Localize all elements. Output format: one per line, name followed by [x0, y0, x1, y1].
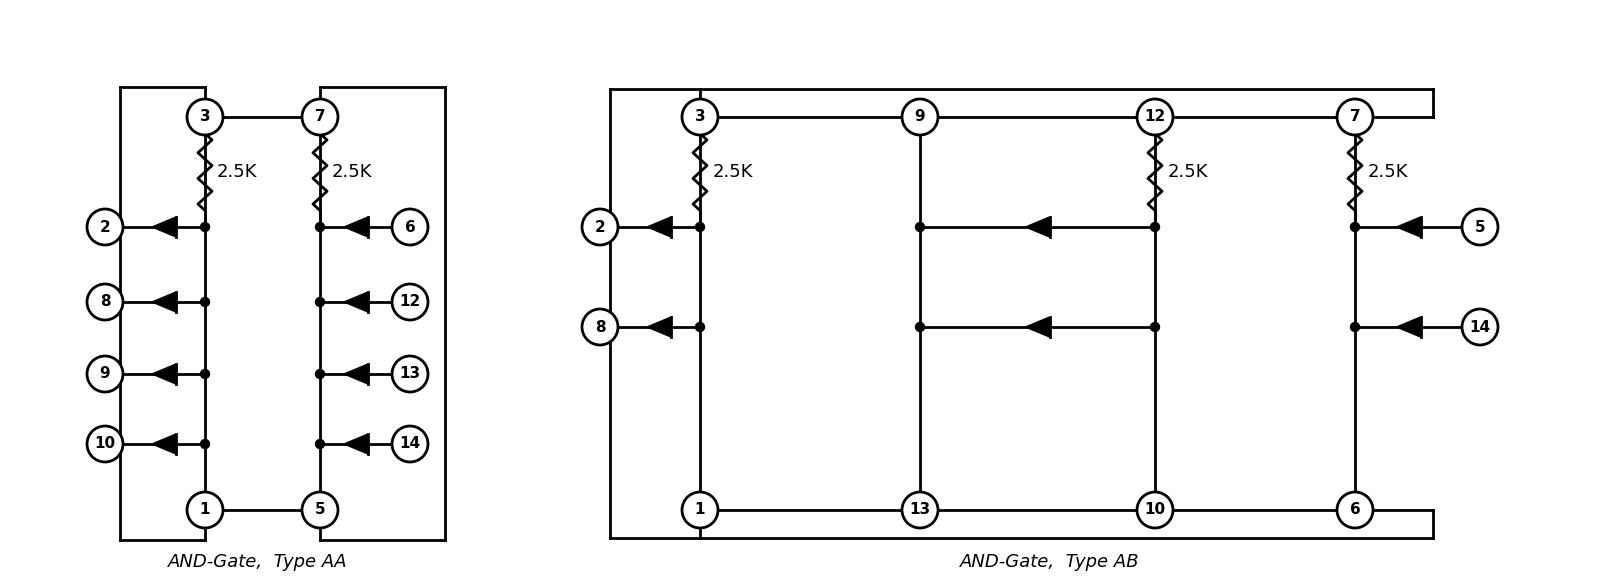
Text: 6: 6	[405, 219, 416, 235]
Text: 2.5K: 2.5K	[218, 163, 258, 181]
Text: 2.5K: 2.5K	[333, 163, 373, 181]
Polygon shape	[646, 317, 670, 337]
Text: 2.5K: 2.5K	[714, 163, 754, 181]
Circle shape	[86, 209, 123, 245]
Circle shape	[1462, 309, 1498, 345]
Circle shape	[86, 284, 123, 320]
Circle shape	[200, 297, 210, 307]
Text: 2.5K: 2.5K	[1368, 163, 1408, 181]
Circle shape	[200, 370, 210, 378]
Text: 6: 6	[1350, 502, 1360, 517]
Circle shape	[1150, 222, 1160, 232]
Text: 2: 2	[595, 219, 605, 235]
Text: 9: 9	[915, 109, 925, 125]
Circle shape	[392, 356, 427, 392]
Polygon shape	[646, 217, 670, 237]
Text: 9: 9	[99, 367, 110, 381]
Circle shape	[915, 222, 925, 232]
Text: 3: 3	[694, 109, 706, 125]
Text: 10: 10	[1144, 502, 1165, 517]
Circle shape	[1350, 222, 1360, 232]
Circle shape	[1338, 99, 1373, 135]
Text: AND-Gate,  Type AB: AND-Gate, Type AB	[960, 553, 1139, 571]
Polygon shape	[1026, 317, 1050, 337]
Circle shape	[200, 222, 210, 232]
Circle shape	[302, 492, 338, 528]
Polygon shape	[152, 434, 176, 454]
Polygon shape	[344, 364, 368, 384]
Text: 7: 7	[1350, 109, 1360, 125]
Text: 13: 13	[400, 367, 421, 381]
Circle shape	[915, 322, 925, 332]
Polygon shape	[152, 292, 176, 312]
Text: 14: 14	[400, 436, 421, 452]
Circle shape	[1138, 99, 1173, 135]
Text: 10: 10	[94, 436, 115, 452]
Circle shape	[302, 99, 338, 135]
Circle shape	[392, 284, 427, 320]
Circle shape	[315, 370, 325, 378]
Circle shape	[902, 99, 938, 135]
Circle shape	[86, 426, 123, 462]
Polygon shape	[152, 364, 176, 384]
Text: 5: 5	[315, 502, 325, 517]
Circle shape	[696, 322, 704, 332]
Circle shape	[392, 426, 427, 462]
Circle shape	[1338, 492, 1373, 528]
Text: 8: 8	[595, 320, 605, 335]
Circle shape	[682, 99, 718, 135]
Circle shape	[902, 492, 938, 528]
Circle shape	[696, 222, 704, 232]
Circle shape	[582, 309, 618, 345]
Polygon shape	[1026, 217, 1050, 237]
Circle shape	[187, 492, 222, 528]
Text: 5: 5	[1475, 219, 1485, 235]
Polygon shape	[344, 217, 368, 237]
Polygon shape	[1397, 217, 1421, 237]
Text: AND-Gate,  Type AA: AND-Gate, Type AA	[168, 553, 347, 571]
Circle shape	[1350, 322, 1360, 332]
Circle shape	[187, 99, 222, 135]
Circle shape	[682, 492, 718, 528]
Text: 1: 1	[200, 502, 210, 517]
Text: 3: 3	[200, 109, 210, 125]
Text: 1: 1	[694, 502, 706, 517]
Polygon shape	[1397, 317, 1421, 337]
Circle shape	[200, 439, 210, 449]
Polygon shape	[152, 217, 176, 237]
Text: 12: 12	[1144, 109, 1166, 125]
Text: 8: 8	[99, 294, 110, 310]
Circle shape	[315, 439, 325, 449]
Circle shape	[1150, 322, 1160, 332]
Circle shape	[86, 356, 123, 392]
Polygon shape	[344, 434, 368, 454]
Polygon shape	[344, 292, 368, 312]
Circle shape	[392, 209, 427, 245]
Circle shape	[1138, 492, 1173, 528]
Text: 7: 7	[315, 109, 325, 125]
Text: 14: 14	[1469, 320, 1491, 335]
Text: 2: 2	[99, 219, 110, 235]
Circle shape	[582, 209, 618, 245]
Circle shape	[315, 297, 325, 307]
Text: 2.5K: 2.5K	[1168, 163, 1208, 181]
Text: 13: 13	[909, 502, 931, 517]
Circle shape	[315, 222, 325, 232]
Circle shape	[1462, 209, 1498, 245]
Text: 12: 12	[400, 294, 421, 310]
